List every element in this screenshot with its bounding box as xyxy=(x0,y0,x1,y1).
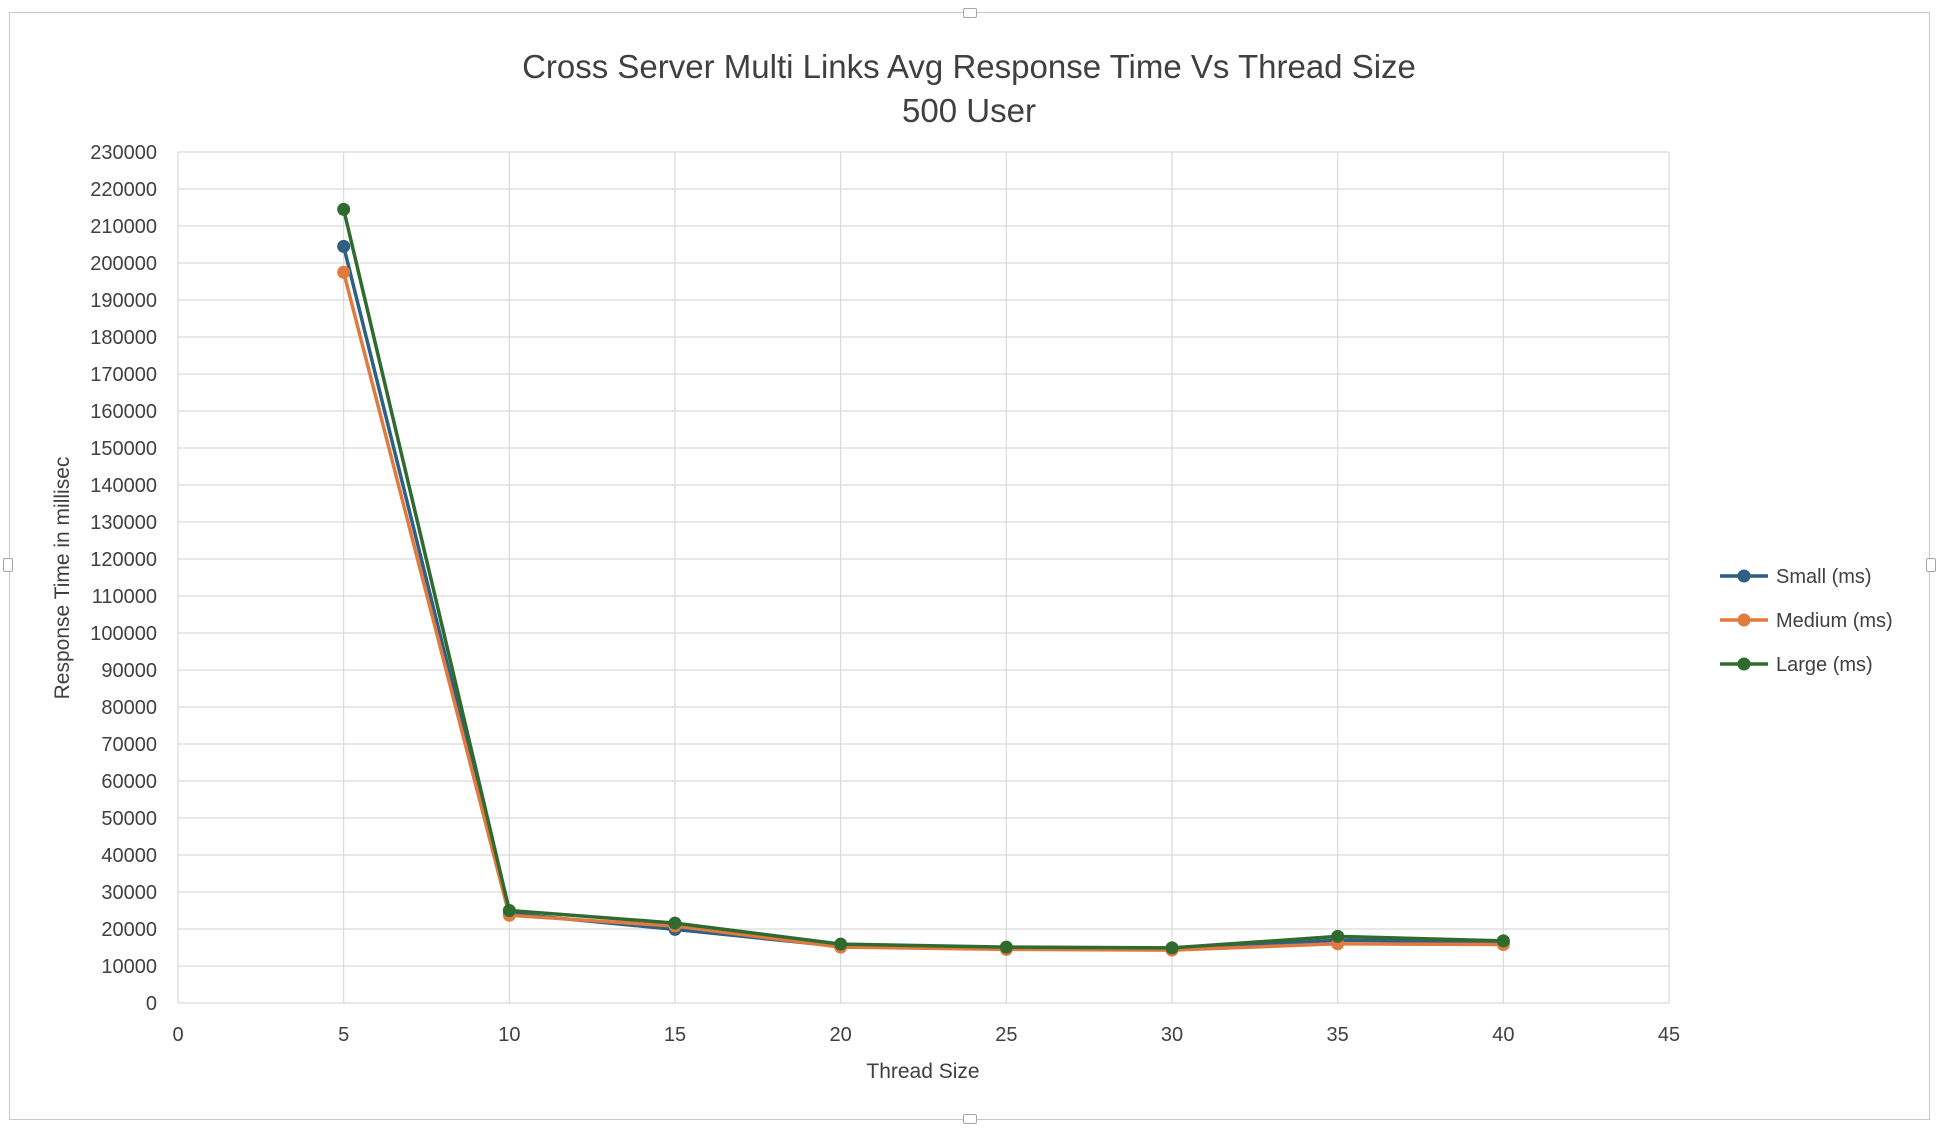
y-tick-label: 30000 xyxy=(101,882,157,904)
series-medium xyxy=(337,265,1510,957)
y-tick-label: 70000 xyxy=(101,734,157,756)
y-axis-ticks: 0 10000 20000 30000 40000 50000 60000 70000 8000… xyxy=(90,142,157,1015)
chart-area[interactable] xyxy=(3,8,1936,1124)
legend-marker-small xyxy=(1737,569,1751,583)
x-tick-label: 20 xyxy=(830,1024,852,1046)
gridlines xyxy=(177,151,1670,1004)
x-tick-label: 15 xyxy=(664,1024,686,1046)
legend-item-small[interactable]: Small (ms) xyxy=(1720,566,1872,588)
legend-marker-medium xyxy=(1737,613,1751,627)
legend-label-medium: Medium (ms) xyxy=(1776,610,1893,632)
y-tick-label: 220000 xyxy=(90,179,157,201)
resize-handle-top[interactable] xyxy=(963,8,977,18)
x-tick-label: 5 xyxy=(338,1024,349,1046)
x-tick-label: 25 xyxy=(995,1024,1017,1046)
legend-item-medium[interactable]: Medium (ms) xyxy=(1720,610,1893,632)
legend-label-large: Large (ms) xyxy=(1776,654,1873,676)
x-tick-label: 35 xyxy=(1327,1024,1349,1046)
y-tick-label: 0 xyxy=(146,993,157,1015)
y-tick-label: 160000 xyxy=(90,401,157,423)
series-large xyxy=(337,202,1510,955)
y-tick-label: 20000 xyxy=(101,919,157,941)
data-point-large xyxy=(1165,941,1179,955)
y-tick-label: 170000 xyxy=(90,364,157,386)
series-line-medium xyxy=(341,271,1504,952)
legend-marker-large xyxy=(1737,657,1751,671)
data-point-large xyxy=(1331,929,1345,943)
chart-subtitle: 500 User xyxy=(902,92,1036,129)
y-tick-label: 80000 xyxy=(101,697,157,719)
data-point-large xyxy=(999,940,1013,954)
y-tick-label: 10000 xyxy=(101,956,157,978)
y-tick-label: 180000 xyxy=(90,327,157,349)
y-axis-title: Response Time in millisec xyxy=(51,457,74,700)
chart-title: Cross Server Multi Links Avg Response Ti… xyxy=(522,48,1416,85)
x-axis-ticks: 0 5 10 15 20 25 30 35 40 45 xyxy=(172,1024,1680,1046)
y-tick-label: 100000 xyxy=(90,623,157,645)
x-tick-label: 45 xyxy=(1658,1024,1680,1046)
y-tick-label: 90000 xyxy=(101,660,157,682)
data-point-large xyxy=(502,904,516,917)
x-axis-title: Thread Size xyxy=(866,1060,979,1083)
x-tick-label: 40 xyxy=(1492,1024,1514,1046)
series-line-small xyxy=(341,245,1504,952)
x-tick-label: 30 xyxy=(1161,1024,1183,1046)
y-tick-label: 140000 xyxy=(90,475,157,497)
y-tick-label: 40000 xyxy=(101,845,157,867)
data-point-large xyxy=(337,202,351,216)
legend: Small (ms) Medium (ms) Large (ms) xyxy=(1720,566,1893,676)
data-point-medium xyxy=(337,265,351,279)
y-tick-label: 230000 xyxy=(90,142,157,164)
data-point-large xyxy=(834,937,848,951)
x-tick-label: 0 xyxy=(172,1024,183,1046)
resize-handle-bottom[interactable] xyxy=(963,1114,977,1124)
y-tick-label: 190000 xyxy=(90,290,157,312)
data-point-small xyxy=(337,239,351,253)
data-point-large xyxy=(1496,934,1510,948)
data-point-large xyxy=(668,916,682,930)
legend-label-small: Small (ms) xyxy=(1776,566,1872,588)
y-tick-label: 110000 xyxy=(92,586,157,608)
y-tick-label: 150000 xyxy=(90,438,157,460)
series-line-large xyxy=(341,208,1504,950)
y-tick-label: 130000 xyxy=(90,512,157,534)
series-layer xyxy=(337,202,1510,957)
series-small xyxy=(337,239,1510,956)
resize-handle-right[interactable] xyxy=(1926,558,1936,572)
x-tick-label: 10 xyxy=(498,1024,520,1046)
y-tick-label: 200000 xyxy=(90,253,157,275)
y-tick-label: 50000 xyxy=(101,808,157,830)
resize-handle-left[interactable] xyxy=(3,558,13,572)
legend-item-large[interactable]: Large (ms) xyxy=(1720,654,1873,676)
y-tick-label: 60000 xyxy=(101,771,157,793)
y-tick-label: 210000 xyxy=(90,216,157,238)
y-tick-label: 120000 xyxy=(90,549,157,571)
